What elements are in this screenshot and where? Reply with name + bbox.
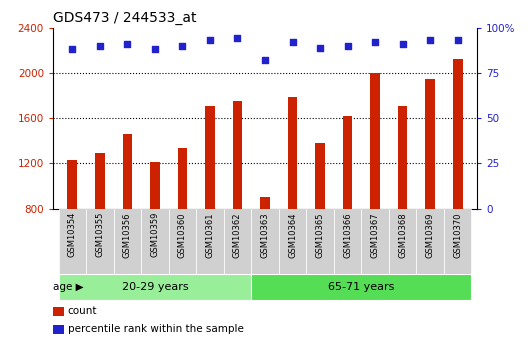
Text: age ▶: age ▶ [53, 282, 84, 292]
Text: GSM10366: GSM10366 [343, 212, 352, 258]
Bar [251, 209, 279, 274]
Point [316, 45, 324, 50]
Bar [58, 274, 251, 300]
Bar [426, 79, 435, 209]
Point [343, 43, 352, 48]
Bar [122, 134, 132, 209]
Text: GSM10367: GSM10367 [370, 212, 379, 258]
Point [206, 38, 214, 43]
Text: GSM10355: GSM10355 [95, 212, 104, 257]
Bar [361, 209, 389, 274]
Text: 20-29 years: 20-29 years [121, 282, 188, 292]
Text: GSM10368: GSM10368 [398, 212, 407, 258]
Point [151, 47, 159, 52]
Bar [398, 106, 408, 209]
Text: GSM10354: GSM10354 [68, 212, 77, 257]
Bar [251, 274, 472, 300]
Bar [224, 209, 251, 274]
Bar [196, 209, 224, 274]
Point [371, 39, 379, 45]
Text: GSM10356: GSM10356 [123, 212, 132, 257]
Bar [141, 209, 169, 274]
Bar [343, 116, 352, 209]
Point [288, 39, 297, 45]
Bar [169, 209, 196, 274]
Bar [260, 197, 270, 209]
Bar [306, 209, 334, 274]
Bar [150, 162, 160, 209]
Point [399, 41, 407, 47]
Bar [453, 59, 463, 209]
Bar [279, 209, 306, 274]
Bar [95, 153, 104, 209]
Bar [389, 209, 417, 274]
Text: GSM10362: GSM10362 [233, 212, 242, 257]
Bar [315, 143, 325, 209]
Text: GSM10363: GSM10363 [261, 212, 269, 258]
Bar [417, 209, 444, 274]
Bar [288, 97, 297, 209]
Text: GSM10370: GSM10370 [453, 212, 462, 257]
Text: GSM10364: GSM10364 [288, 212, 297, 257]
Text: GSM10360: GSM10360 [178, 212, 187, 257]
Point [68, 47, 76, 52]
Point [426, 38, 435, 43]
Text: GDS473 / 244533_at: GDS473 / 244533_at [53, 11, 197, 25]
Bar [53, 307, 64, 316]
Text: count: count [68, 306, 98, 316]
Bar [53, 325, 64, 334]
Bar [205, 106, 215, 209]
Point [95, 43, 104, 48]
Bar [334, 209, 361, 274]
Text: GSM10369: GSM10369 [426, 212, 435, 257]
Point [454, 38, 462, 43]
Bar [58, 209, 86, 274]
Text: GSM10359: GSM10359 [151, 212, 160, 257]
Bar [113, 209, 141, 274]
Text: percentile rank within the sample: percentile rank within the sample [68, 324, 244, 334]
Bar [370, 73, 380, 209]
Text: 65-71 years: 65-71 years [328, 282, 394, 292]
Bar [86, 209, 113, 274]
Bar [444, 209, 472, 274]
Text: GSM10361: GSM10361 [206, 212, 215, 257]
Point [261, 57, 269, 63]
Bar [178, 148, 187, 209]
Point [178, 43, 187, 48]
Text: GSM10365: GSM10365 [315, 212, 324, 257]
Point [233, 36, 242, 41]
Bar [67, 160, 77, 209]
Point [123, 41, 131, 47]
Bar [233, 101, 242, 209]
